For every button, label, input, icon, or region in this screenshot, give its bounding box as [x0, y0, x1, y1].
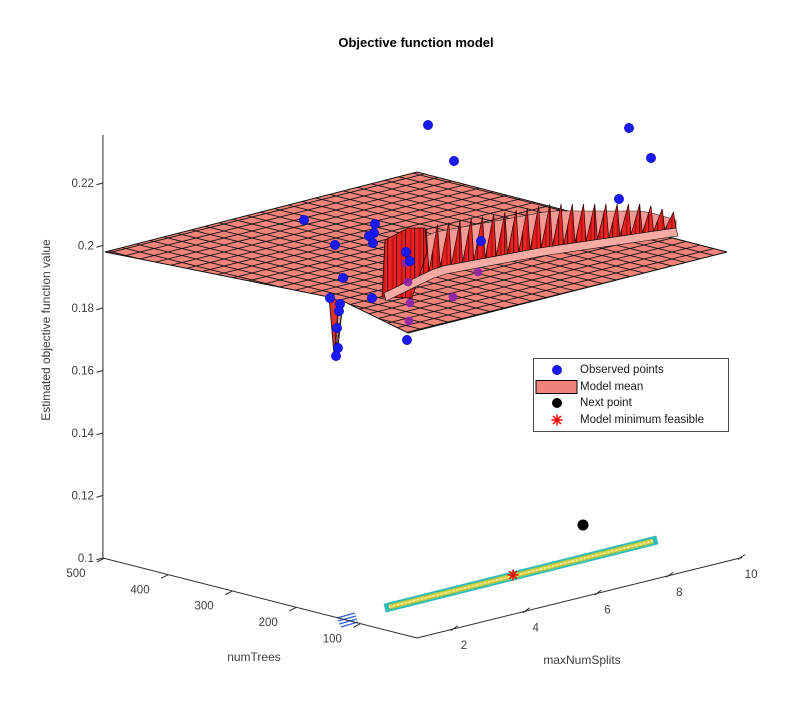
- tick-label: 0.16: [72, 365, 94, 377]
- observed-point: [334, 306, 344, 316]
- observed-point-occluded: [403, 277, 413, 287]
- legend-label: Next point: [580, 397, 632, 410]
- legend-item-observed-points: Observed points: [534, 362, 728, 379]
- ribbon-fragment: [338, 618, 358, 625]
- observed-point: [646, 153, 656, 163]
- observed-point: [338, 273, 348, 283]
- legend-item-model-mean: Model mean: [534, 379, 728, 396]
- observed-point: [449, 156, 459, 166]
- observed-point-occluded: [473, 267, 483, 277]
- tick-label: 0.1: [78, 553, 94, 565]
- tick-label: 200: [259, 617, 278, 629]
- model-mean-patch-icon: [534, 379, 580, 394]
- observed-point: [331, 351, 341, 361]
- observed-point: [614, 194, 624, 204]
- observed-point: [364, 231, 374, 241]
- observed-point: [402, 335, 412, 345]
- tick-label: 500: [66, 568, 85, 580]
- ribbon-fragment: [340, 621, 359, 628]
- tick-label: 100: [323, 633, 342, 645]
- y-axis-line: [102, 557, 418, 639]
- observed-point: [299, 215, 309, 225]
- lower-ribbon-surface: [336, 535, 659, 628]
- x-axis-label: maxNumSplits: [543, 653, 621, 667]
- data-points: [299, 120, 656, 531]
- ribbon-fragment: [336, 612, 356, 619]
- axes: 0.22 0.2 0.18 0.16 0.14 0.12 0.1 500 400 300 200 10…: [66, 135, 757, 652]
- tick-label: 2: [461, 640, 467, 652]
- tick-label: 0.14: [72, 428, 95, 440]
- observed-point: [332, 323, 342, 333]
- model-mean-surface: [104, 171, 728, 356]
- observed-point: [401, 247, 411, 257]
- next-point: [577, 519, 589, 531]
- tick-label: 0.22: [72, 178, 94, 190]
- tick-label: 0.12: [72, 490, 94, 502]
- x-axis-line: [416, 557, 743, 639]
- tick-label: 0.2: [78, 240, 94, 252]
- observed-point-occluded: [448, 292, 458, 302]
- observed-point: [624, 123, 634, 133]
- tick-label: 400: [130, 584, 149, 596]
- observed-points-marker-icon: [534, 363, 580, 377]
- legend-item-next-point: Next point: [534, 395, 728, 412]
- observed-point: [476, 236, 486, 246]
- min-feasible-marker: [507, 569, 519, 581]
- ribbon-centerline: [388, 540, 654, 608]
- chart-title: Objective function model: [338, 35, 494, 50]
- legend: Observed points Model mean Next point Mo…: [533, 358, 729, 432]
- observed-point: [405, 256, 415, 266]
- observed-point: [370, 219, 380, 229]
- y-axis-label: numTrees: [227, 650, 281, 664]
- legend-item-min-feasible: Model minimum feasible: [534, 412, 728, 429]
- tick-label: 300: [195, 601, 214, 613]
- min-feasible-marker-icon: [534, 413, 580, 427]
- observed-point: [367, 293, 377, 303]
- tick-label: 6: [604, 605, 610, 617]
- tick-label: 0.18: [72, 303, 94, 315]
- next-point-marker-icon: [534, 396, 580, 410]
- legend-label: Observed points: [580, 364, 664, 377]
- ribbon-fragment: [337, 615, 357, 622]
- tick-label: 8: [676, 587, 682, 599]
- observed-point: [325, 293, 335, 303]
- tick-label: 10: [745, 569, 758, 581]
- legend-label: Model mean: [580, 380, 644, 393]
- observed-point: [423, 120, 433, 130]
- legend-label: Model minimum feasible: [580, 413, 704, 426]
- tick-label: 4: [532, 622, 539, 634]
- observed-point: [330, 240, 340, 250]
- observed-point-occluded: [405, 298, 415, 308]
- observed-point-occluded: [404, 316, 414, 326]
